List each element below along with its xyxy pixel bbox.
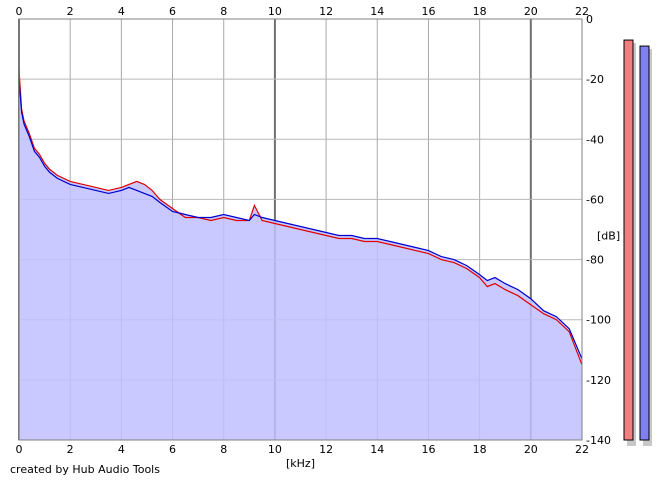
y-tick-label: -140 [586, 434, 611, 447]
x-tick-label-bottom: 8 [220, 443, 227, 456]
y-tick-labels: 0 -20 -40 -60 -80 -100 -120 -140 [586, 13, 611, 447]
x-tick-label-top: 2 [67, 5, 74, 18]
x-tick-label-bottom: 20 [524, 443, 538, 456]
x-tick-labels-bottom: 0 2 4 6 8 10 12 14 16 18 20 22 [16, 443, 590, 456]
y-tick-label: -40 [586, 133, 604, 146]
y-tick-label: -60 [586, 193, 604, 206]
x-tick-label-top: 12 [319, 5, 333, 18]
spectrum-fill-area [19, 70, 582, 440]
series-red-line [18, 70, 583, 366]
y-tick-label: -100 [586, 314, 611, 327]
level-meters [623, 39, 652, 447]
level-meter-bar [623, 39, 634, 441]
x-tick-label-top: 8 [220, 5, 227, 18]
x-axis-label: [kHz] [286, 457, 315, 470]
x-tick-label-bottom: 14 [370, 443, 384, 456]
y-axis-label: [dB] [597, 230, 620, 243]
y-tick-label: -20 [586, 73, 604, 86]
x-tick-label-bottom: 18 [473, 443, 487, 456]
x-tick-label-bottom: 2 [67, 443, 74, 456]
x-tick-label-bottom: 16 [421, 443, 435, 456]
level-meter-bar [639, 45, 650, 441]
x-tick-labels-top: 0 2 4 6 8 10 12 14 16 18 20 22 [16, 5, 590, 18]
x-tick-label-top: 10 [268, 5, 282, 18]
x-tick-label-bottom: 6 [169, 443, 176, 456]
footer-caption: created by Hub Audio Tools [10, 463, 160, 476]
y-tick-label: -120 [586, 374, 611, 387]
x-tick-label-bottom: 22 [575, 443, 589, 456]
series-blue-line [18, 79, 583, 360]
x-tick-label-top: 4 [118, 5, 125, 18]
x-tick-label-top: 22 [575, 5, 589, 18]
x-tick-label-top: 20 [524, 5, 538, 18]
x-tick-label-top: 18 [473, 5, 487, 18]
x-tick-label-top: 14 [370, 5, 384, 18]
x-tick-label-bottom: 10 [268, 443, 282, 456]
x-tick-label-top: 16 [421, 5, 435, 18]
plot-border [18, 18, 583, 441]
y-tick-label: -80 [586, 254, 604, 267]
y-tick-label: 0 [586, 13, 593, 26]
x-tick-label-top: 0 [16, 5, 23, 18]
x-tick-label-bottom: 12 [319, 443, 333, 456]
x-tick-label-bottom: 0 [16, 443, 23, 456]
x-tick-label-bottom: 4 [118, 443, 125, 456]
x-tick-label-top: 6 [169, 5, 176, 18]
